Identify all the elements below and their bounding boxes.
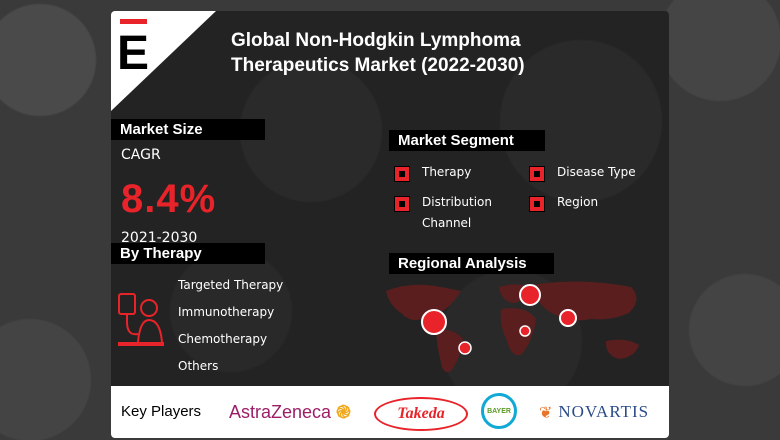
novartis-logo: ❦ NOVARTIS: [539, 402, 650, 422]
key-players-heading: Key Players: [121, 403, 202, 420]
bullet-icon: [394, 196, 410, 212]
page-title: Global Non-Hodgkin Lymphoma Therapeutics…: [231, 30, 525, 76]
logo-letter: E: [117, 27, 149, 80]
bullet-icon: [529, 166, 545, 182]
segment-therapy: Therapy: [394, 165, 471, 183]
cagr-period: 2021-2030: [121, 230, 198, 246]
segment-distribution-channel: Distribution Channel: [394, 195, 492, 234]
segment-disease-type: Disease Type: [529, 165, 636, 183]
cagr-value: 8.4%: [121, 177, 217, 221]
market-size-heading: Market Size: [111, 119, 265, 140]
logo-triangle: E: [111, 11, 216, 111]
astrazeneca-logo: AstraZeneca ֎: [229, 402, 351, 422]
takeda-logo: Takeda: [374, 397, 468, 431]
patient-iv-drip-icon: [118, 293, 164, 346]
market-segment-heading: Market Segment: [389, 130, 545, 151]
therapy-item: Others: [178, 359, 219, 373]
therapy-item: Targeted Therapy: [178, 278, 284, 292]
regional-analysis-heading: Regional Analysis: [389, 253, 554, 274]
cagr-label: CAGR: [121, 147, 161, 163]
bullet-icon: [529, 196, 545, 212]
key-players-bar: Key Players AstraZeneca ֎ Takeda BAYER ❦…: [111, 386, 669, 438]
bullet-icon: [394, 166, 410, 182]
world-map-landmass: [386, 281, 639, 372]
therapy-item: Chemotherapy: [178, 332, 268, 346]
therapy-item: Immunotherapy: [178, 305, 275, 319]
astrazeneca-symbol-icon: ֎: [331, 402, 351, 422]
world-map: [386, 281, 639, 372]
segment-region: Region: [529, 195, 598, 213]
novartis-flame-icon: ❦: [539, 402, 553, 422]
infographic-card: E Global Non-Hodgkin Lymphoma Therapeuti…: [111, 11, 669, 438]
by-therapy-heading: By Therapy: [111, 243, 265, 264]
bayer-logo: BAYER: [481, 393, 517, 429]
